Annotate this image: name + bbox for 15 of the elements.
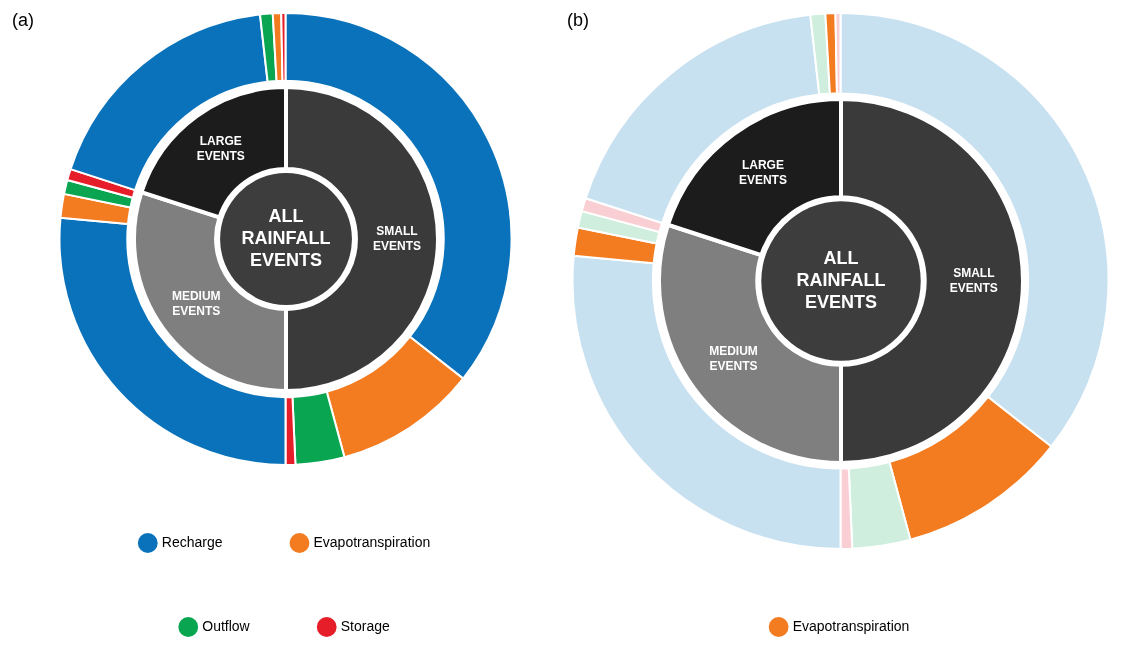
slice-label: MEDIUM EVENTS [171,289,221,319]
legend-label: Evapotranspiration [792,617,910,634]
legend-label: Evapotranspiration [313,533,431,550]
chart-title: (b) [567,10,589,31]
slice-label: LARGE EVENTS [196,134,245,164]
slice-label: SMALL EVENTS [372,223,421,253]
text: ALL RAINFALL EVENTS [796,247,886,312]
legend-label: Storage [340,617,390,634]
slice-label: LARGE EVENTS [738,158,787,188]
slice-label: MEDIUM EVENTS [709,343,758,373]
text: ALL RAINFALL EVENTS [241,205,331,270]
legend-label: Outflow [202,617,251,634]
chart-title: (a) [12,10,34,31]
slice-label: SMALL EVENTS [949,265,998,295]
legend-label: Recharge [161,533,223,550]
